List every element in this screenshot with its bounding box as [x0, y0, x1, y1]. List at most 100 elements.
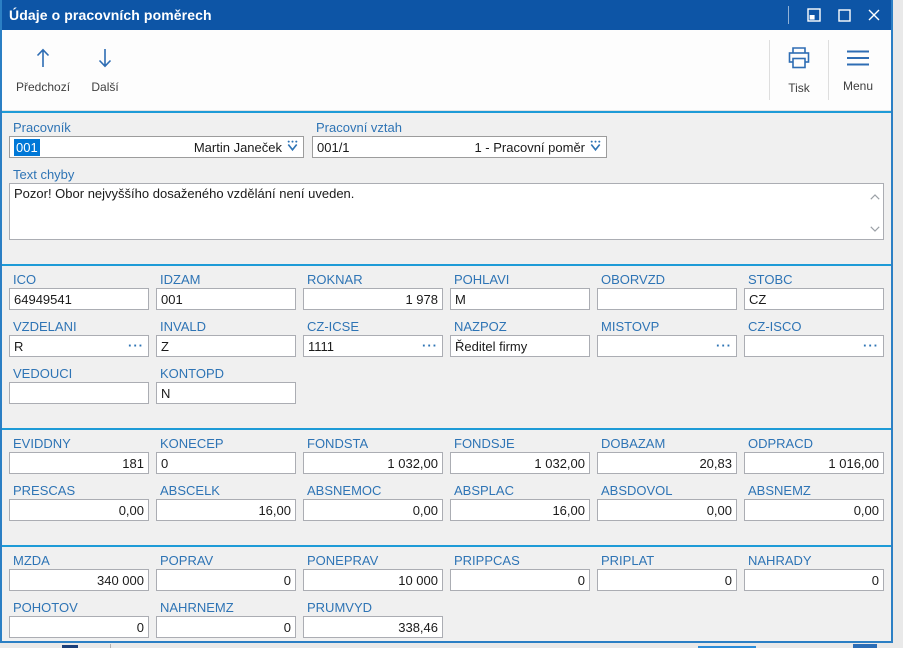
absplac-input[interactable]: 16,00: [450, 499, 590, 521]
pracovnik-name: Martin Janeček: [193, 139, 282, 155]
scroll-up-icon[interactable]: [869, 188, 880, 203]
print-button[interactable]: Tisk: [770, 30, 828, 110]
prumvyd-label: PRUMVYD: [307, 600, 373, 615]
toolbar-right-group: Tisk Menu: [769, 30, 891, 110]
field-pohotov: POHOTOV 0: [9, 599, 149, 638]
absnemoc-input[interactable]: 0,00: [303, 499, 443, 521]
poneprav-input[interactable]: 10 000: [303, 569, 443, 591]
cz-isco-label: CZ-ISCO: [748, 319, 802, 334]
mzda-input[interactable]: 340 000: [9, 569, 149, 591]
abscelk-input[interactable]: 16,00: [156, 499, 296, 521]
idzam-label: IDZAM: [160, 272, 201, 287]
field-fondsje: FONDSJE 1 032,00: [450, 435, 590, 474]
field-absnemz: ABSNEMZ 0,00: [744, 482, 884, 521]
background-window-fragment: [110, 644, 111, 648]
kontopd-input[interactable]: N: [156, 382, 296, 404]
field-nahrady: NAHRADY 0: [744, 552, 884, 591]
dock-icon: [807, 8, 821, 22]
next-label: Další: [91, 79, 119, 94]
maximize-icon: [837, 8, 851, 22]
pracovni-vztah-value: 1 - Pracovní poměr: [474, 139, 585, 155]
idzam-input[interactable]: 001: [156, 288, 296, 310]
pracovnik-combo[interactable]: 001 Martin Janeček: [9, 136, 304, 158]
error-text-area[interactable]: Pozor! Obor nejvyššího dosaženého vzdělá…: [9, 183, 884, 240]
odpracd-input[interactable]: 1 016,00: [744, 452, 884, 474]
fondsta-input[interactable]: 1 032,00: [303, 452, 443, 474]
prumvyd-input[interactable]: 338,46: [303, 616, 443, 638]
background-window-fragment: [853, 644, 877, 648]
close-button[interactable]: [859, 0, 889, 30]
pracovni-vztah-combo[interactable]: 001/1 1 - Pracovní poměr: [312, 136, 607, 158]
nahrady-input[interactable]: 0: [744, 569, 884, 591]
section1-row1: ICO 64949541 IDZAM 001 ROKNAR 1 978 POHL…: [9, 271, 884, 310]
priplat-input[interactable]: 0: [597, 569, 737, 591]
field-vzdelani: VZDELANI R ···: [9, 318, 149, 357]
pracovni-vztah-code: 001/1: [317, 139, 350, 155]
section-wages: MZDA 340 000 POPRAV 0 PONEPRAV 10 000 PR…: [2, 547, 891, 638]
absplac-label: ABSPLAC: [454, 483, 514, 498]
ico-input[interactable]: 64949541: [9, 288, 149, 310]
previous-button[interactable]: Předchozí: [10, 30, 76, 110]
ellipsis-button[interactable]: ···: [128, 338, 144, 353]
printer-icon: [786, 46, 812, 73]
field-nahrnemz: NAHRNEMZ 0: [156, 599, 296, 638]
field-stobc: STOBC CZ: [744, 271, 884, 310]
field-cz-isco: CZ-ISCO ···: [744, 318, 884, 357]
window-controls: [788, 0, 891, 30]
section-divider-1: [2, 264, 891, 266]
cz-icse-input[interactable]: 1111 ···: [303, 335, 443, 357]
vzdelani-input[interactable]: R ···: [9, 335, 149, 357]
pohlavi-input[interactable]: M: [450, 288, 590, 310]
dobazam-input[interactable]: 20,83: [597, 452, 737, 474]
maximize-button[interactable]: [829, 0, 859, 30]
field-eviddny: EVIDDNY 181: [9, 435, 149, 474]
pohotov-input[interactable]: 0: [9, 616, 149, 638]
next-button[interactable]: Další: [76, 30, 134, 110]
cz-isco-input[interactable]: ···: [744, 335, 884, 357]
fondsje-input[interactable]: 1 032,00: [450, 452, 590, 474]
poprav-input[interactable]: 0: [156, 569, 296, 591]
vedouci-input[interactable]: [9, 382, 149, 404]
textarea-scrollbar[interactable]: [867, 185, 882, 238]
dropdown-icon[interactable]: [286, 140, 299, 155]
field-abscelk: ABSCELK 16,00: [156, 482, 296, 521]
absnemz-input[interactable]: 0,00: [744, 499, 884, 521]
mistovp-input[interactable]: ···: [597, 335, 737, 357]
dock-window-button[interactable]: [799, 0, 829, 30]
oborvzd-input[interactable]: [597, 288, 737, 310]
stobc-input[interactable]: CZ: [744, 288, 884, 310]
nahrady-label: NAHRADY: [748, 553, 812, 568]
ellipsis-button[interactable]: ···: [716, 338, 732, 353]
dropdown-icon[interactable]: [589, 140, 602, 155]
menu-icon: [846, 48, 870, 71]
nahrnemz-input[interactable]: 0: [156, 616, 296, 638]
field-roknar: ROKNAR 1 978: [303, 271, 443, 310]
pracovnik-code[interactable]: 001: [14, 138, 40, 156]
ellipsis-button[interactable]: ···: [863, 338, 879, 353]
field-prippcas: PRIPPCAS 0: [450, 552, 590, 591]
prescas-input[interactable]: 0,00: [9, 499, 149, 521]
prippcas-input[interactable]: 0: [450, 569, 590, 591]
field-cz-icse: CZ-ICSE 1111 ···: [303, 318, 443, 357]
field-mzda: MZDA 340 000: [9, 552, 149, 591]
absdovol-input[interactable]: 0,00: [597, 499, 737, 521]
close-icon: [867, 8, 881, 22]
roknar-input[interactable]: 1 978: [303, 288, 443, 310]
vzdelani-label: VZDELANI: [13, 319, 77, 334]
previous-label: Předchozí: [16, 79, 71, 94]
absnemz-label: ABSNEMZ: [748, 483, 811, 498]
ellipsis-button[interactable]: ···: [422, 338, 438, 353]
section1-row2: VZDELANI R ··· INVALD Z CZ-ICSE 1111 ··· N…: [9, 318, 884, 357]
background-window-fragment: [698, 646, 756, 648]
konecep-input[interactable]: 0: [156, 452, 296, 474]
kontopd-label: KONTOPD: [160, 366, 225, 381]
section2-row1: EVIDDNY 181 KONECEP 0 FONDSTA 1 032,00 F…: [9, 435, 884, 474]
eviddny-input[interactable]: 181: [9, 452, 149, 474]
scroll-down-icon[interactable]: [869, 220, 880, 235]
section1-row3: VEDOUCI KONTOPD N: [9, 365, 884, 404]
field-poneprav: PONEPRAV 10 000: [303, 552, 443, 591]
field-absnemoc: ABSNEMOC 0,00: [303, 482, 443, 521]
invald-input[interactable]: Z: [156, 335, 296, 357]
nazpoz-input[interactable]: Ředitel firmy: [450, 335, 590, 357]
menu-button[interactable]: Menu: [829, 30, 887, 110]
